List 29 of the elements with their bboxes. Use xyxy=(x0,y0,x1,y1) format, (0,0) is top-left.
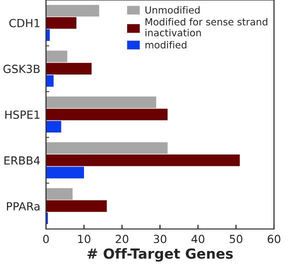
x-tick-label: 0 xyxy=(43,234,49,244)
bar xyxy=(46,96,156,108)
bar xyxy=(46,50,68,62)
legend-label: modified xyxy=(146,40,186,49)
bar xyxy=(46,188,73,200)
x-axis-title: # Off-Target Genes xyxy=(87,248,233,262)
y-tick-label: CDH1 xyxy=(9,18,40,28)
y-tick-label: GSK3B xyxy=(3,64,40,74)
x-tick-label: 20 xyxy=(116,234,128,244)
y-tick-label: HSPE1 xyxy=(5,110,40,119)
y-tick-label: ERBB4 xyxy=(4,156,40,165)
bar xyxy=(46,4,100,16)
y-tick-label: PPARa xyxy=(6,202,40,210)
bar xyxy=(46,29,50,41)
bar xyxy=(46,62,92,74)
legend-label: Unmodified xyxy=(145,6,200,14)
x-tick-label: 30 xyxy=(154,234,166,244)
bar xyxy=(46,142,168,154)
bar xyxy=(46,17,76,29)
bar xyxy=(46,120,62,133)
x-tick-label: 40 xyxy=(191,234,204,244)
bar xyxy=(46,75,54,87)
x-tick-label: 50 xyxy=(230,234,242,244)
bar xyxy=(46,108,168,120)
x-tick-label: 60 xyxy=(268,234,280,244)
bar xyxy=(46,154,240,166)
x-tick-label: 10 xyxy=(78,234,90,244)
bar xyxy=(46,200,107,212)
bar xyxy=(46,166,84,178)
